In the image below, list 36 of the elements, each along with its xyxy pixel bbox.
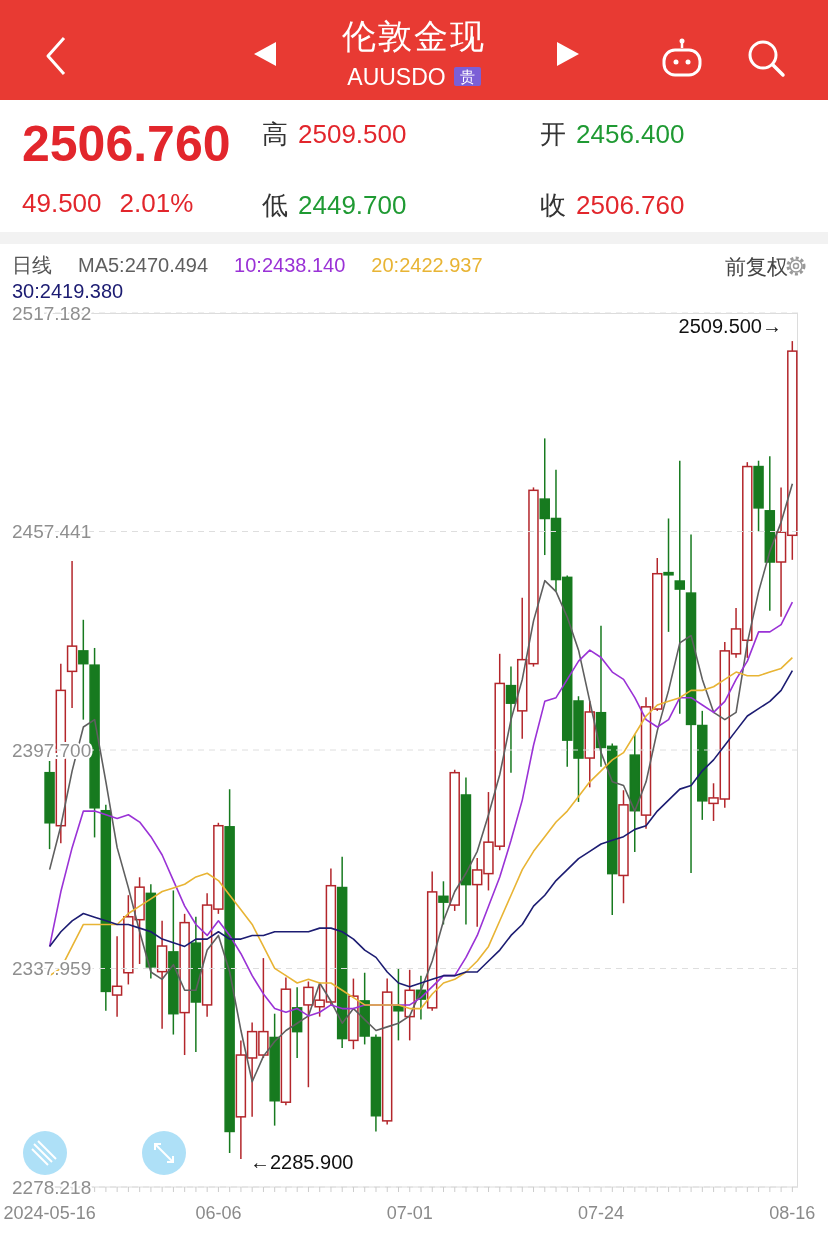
text: 30:2419.380 xyxy=(12,279,124,303)
text: 贵 xyxy=(453,67,481,86)
candlestick xyxy=(505,665,517,774)
candlestick xyxy=(111,935,123,1018)
text: 前复权 xyxy=(725,254,788,280)
text: 2456.400 xyxy=(576,119,685,149)
text: 10:2438.140 xyxy=(234,253,346,277)
text: 低 xyxy=(262,190,288,220)
annotation: 2509.500→ xyxy=(678,315,782,338)
text: 高 xyxy=(262,119,288,149)
chart-title: 伦敦金现 xyxy=(341,16,487,57)
chart-subtitle: AUUSDO xyxy=(347,64,446,90)
x-tick-label: 06-06 xyxy=(195,1203,242,1223)
candlestick xyxy=(393,967,404,1042)
x-tick-label: 2024-05-16 xyxy=(3,1203,96,1223)
text: 20:2422.937 xyxy=(371,253,483,277)
candlestick xyxy=(674,459,686,715)
y-tick-label: 2278.218 xyxy=(12,1176,92,1198)
text: 2506.760 xyxy=(576,190,685,220)
x-tick-label: 08-16 xyxy=(769,1203,816,1223)
candlestick xyxy=(663,517,674,633)
text: 开 xyxy=(540,119,566,149)
text: MA5:2470.494 xyxy=(78,253,209,277)
text: 49.500 xyxy=(22,188,102,218)
text: 收 xyxy=(540,190,566,220)
y-tick-label: 2517.182 xyxy=(12,302,92,324)
text: 2506.760 xyxy=(22,115,231,173)
x-tick-label: 07-01 xyxy=(386,1203,433,1223)
text: 2509.500 xyxy=(298,119,407,149)
text: 日线 xyxy=(12,253,52,277)
y-tick-label: 2457.441 xyxy=(12,521,92,543)
x-tick-label: 07-24 xyxy=(578,1203,625,1223)
annotation: ←2285.900 xyxy=(250,1151,354,1174)
candlestick xyxy=(78,619,89,721)
text: 2449.700 xyxy=(298,190,407,220)
text: 2.01% xyxy=(119,188,194,218)
